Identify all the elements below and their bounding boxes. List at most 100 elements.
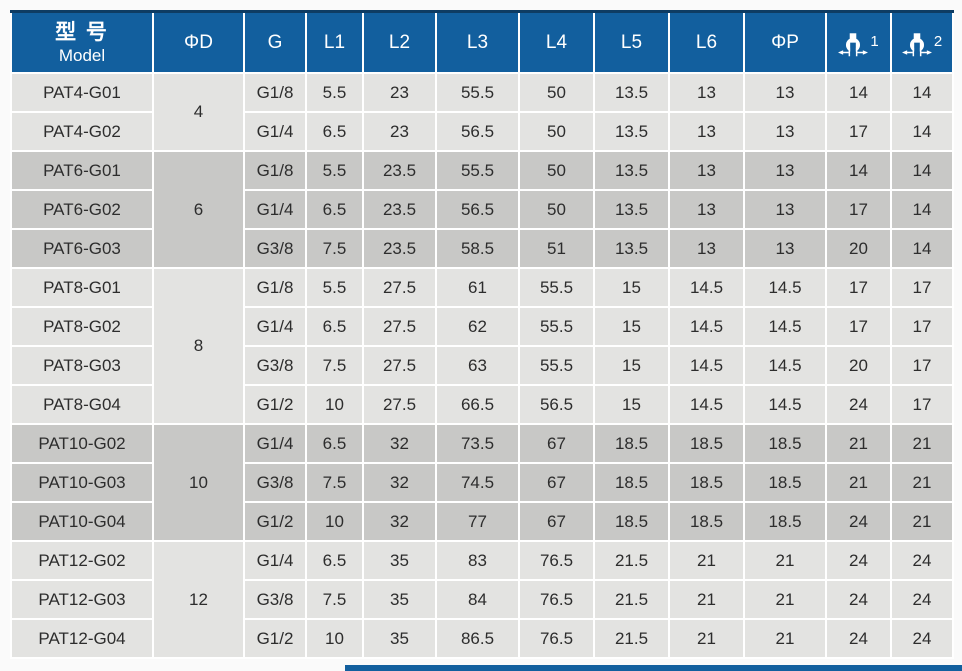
value-cell: 14 bbox=[890, 111, 954, 152]
value-cell: 13.5 bbox=[593, 72, 670, 113]
value-cell: 24 bbox=[825, 384, 892, 425]
value-cell: 10 bbox=[305, 501, 364, 542]
value-cell: 13 bbox=[668, 111, 745, 152]
value-cell: 14.5 bbox=[743, 306, 827, 347]
value-cell: 18.5 bbox=[743, 501, 827, 542]
value-cell: 83 bbox=[435, 540, 520, 581]
value-cell: 21 bbox=[890, 423, 954, 464]
phi-d-cell: 12 bbox=[152, 540, 245, 659]
value-cell: 62 bbox=[435, 306, 520, 347]
value-cell: 17 bbox=[825, 306, 892, 347]
value-cell: 66.5 bbox=[435, 384, 520, 425]
value-cell: 13.5 bbox=[593, 189, 670, 230]
table-row: PAT4-G01 4 G1/8 5.5 23 55.5 50 13.5 13 13 14 14 bbox=[10, 72, 954, 152]
value-cell: 14.5 bbox=[668, 306, 745, 347]
value-cell: 14.5 bbox=[743, 345, 827, 386]
value-cell: 5.5 bbox=[305, 267, 364, 308]
value-cell: 77 bbox=[435, 501, 520, 542]
header-l5: L5 bbox=[593, 10, 670, 74]
value-cell: 76.5 bbox=[518, 618, 595, 659]
value-cell: 63 bbox=[435, 345, 520, 386]
value-cell: 21 bbox=[825, 462, 892, 503]
value-cell: 21.5 bbox=[593, 540, 670, 581]
value-cell: 50 bbox=[518, 150, 595, 191]
value-cell: 23 bbox=[362, 72, 437, 113]
wrench-size-icon bbox=[838, 32, 869, 58]
value-cell: G1/4 bbox=[243, 111, 307, 152]
value-cell: 13 bbox=[743, 189, 827, 230]
value-cell: 24 bbox=[825, 501, 892, 542]
value-cell: 24 bbox=[825, 540, 892, 581]
value-cell: 35 bbox=[362, 540, 437, 581]
value-cell: G1/8 bbox=[243, 267, 307, 308]
value-cell: 14 bbox=[890, 72, 954, 113]
value-cell: 13.5 bbox=[593, 111, 670, 152]
value-cell: 23.5 bbox=[362, 228, 437, 269]
model-cell: PAT12-G02 bbox=[10, 540, 154, 581]
value-cell: 14 bbox=[825, 150, 892, 191]
value-cell: 56.5 bbox=[435, 111, 520, 152]
phi-d-cell: 6 bbox=[152, 150, 245, 269]
model-cell: PAT4-G01 bbox=[10, 72, 154, 113]
value-cell: 13 bbox=[743, 111, 827, 152]
table-row: PAT12-G04 G1/2 10 35 86.5 76.5 21.5 21 21 24 24 bbox=[10, 618, 954, 659]
value-cell: 55.5 bbox=[518, 306, 595, 347]
value-cell: 18.5 bbox=[668, 423, 745, 464]
model-cell: PAT12-G04 bbox=[10, 618, 154, 659]
value-cell: 15 bbox=[593, 384, 670, 425]
value-cell: 18.5 bbox=[668, 462, 745, 503]
value-cell: G1/4 bbox=[243, 540, 307, 581]
table-row: PAT10-G02 10 G1/4 6.5 32 73.5 67 18.5 18.5 18.5 21… bbox=[10, 423, 954, 542]
value-cell: 21 bbox=[890, 462, 954, 503]
header-model-zh: 型 号 bbox=[55, 20, 109, 44]
phi-d-cell: 4 bbox=[152, 72, 245, 152]
value-cell: 21.5 bbox=[593, 579, 670, 620]
value-cell: 15 bbox=[593, 345, 670, 386]
header-row: 型 号 Model ΦD G L1 L2 L3 L4 L5 L6 ΦP bbox=[10, 10, 954, 74]
header-wrench-2: 2 bbox=[890, 10, 954, 74]
table-row: PAT12-G03 G3/8 7.5 35 84 76.5 21.5 21 21 24 24 bbox=[10, 579, 954, 620]
table-row: PAT6-G03 G3/8 7.5 23.5 58.5 51 13.5 13 13 20 14 bbox=[10, 228, 954, 269]
value-cell: 24 bbox=[825, 618, 892, 659]
value-cell: 13 bbox=[743, 150, 827, 191]
value-cell: 17 bbox=[890, 306, 954, 347]
value-cell: 17 bbox=[890, 267, 954, 308]
value-cell: 21 bbox=[668, 579, 745, 620]
table-row: PAT8-G03 G3/8 7.5 27.5 63 55.5 15 14.5 14.5 20 17 bbox=[10, 345, 954, 386]
table-row: PAT12-G02 12 G1/4 6.5 35 83 76.5 21.5 21 21 24 24 bbox=[10, 540, 954, 659]
header-l6: L6 bbox=[668, 10, 745, 74]
value-cell: 17 bbox=[890, 345, 954, 386]
value-cell: 18.5 bbox=[743, 423, 827, 464]
header-g: G bbox=[243, 10, 307, 74]
value-cell: 23.5 bbox=[362, 150, 437, 191]
value-cell: 13 bbox=[668, 189, 745, 230]
table-row: PAT4-G02 G1/4 6.5 23 56.5 50 13.5 13 13 17 14 bbox=[10, 111, 954, 152]
model-cell: PAT6-G02 bbox=[10, 189, 154, 230]
value-cell: 32 bbox=[362, 501, 437, 542]
value-cell: G1/8 bbox=[243, 72, 307, 113]
value-cell: 27.5 bbox=[362, 267, 437, 308]
value-cell: 61 bbox=[435, 267, 520, 308]
value-cell: 24 bbox=[890, 579, 954, 620]
value-cell: 20 bbox=[825, 228, 892, 269]
value-cell: 17 bbox=[825, 267, 892, 308]
table-row: PAT8-G04 G1/2 10 27.5 66.5 56.5 15 14.5 14.5 24 17 bbox=[10, 384, 954, 425]
model-cell: PAT10-G02 bbox=[10, 423, 154, 464]
value-cell: 10 bbox=[305, 384, 364, 425]
value-cell: 6.5 bbox=[305, 111, 364, 152]
model-cell: PAT10-G03 bbox=[10, 462, 154, 503]
value-cell: 55.5 bbox=[435, 150, 520, 191]
value-cell: 24 bbox=[890, 618, 954, 659]
value-cell: 17 bbox=[825, 189, 892, 230]
table-row: PAT8-G02 G1/4 6.5 27.5 62 55.5 15 14.5 14.5 17 17 bbox=[10, 306, 954, 347]
value-cell: 6.5 bbox=[305, 306, 364, 347]
value-cell: 17 bbox=[825, 111, 892, 152]
value-cell: 27.5 bbox=[362, 345, 437, 386]
value-cell: 67 bbox=[518, 501, 595, 542]
value-cell: 5.5 bbox=[305, 72, 364, 113]
value-cell: 56.5 bbox=[435, 189, 520, 230]
value-cell: 14.5 bbox=[668, 384, 745, 425]
value-cell: 6.5 bbox=[305, 423, 364, 464]
value-cell: 13 bbox=[668, 150, 745, 191]
table-row: PAT8-G01 8 G1/8 5.5 27.5 61 55.5 15 14.5 14.5 17 17 bbox=[10, 267, 954, 425]
